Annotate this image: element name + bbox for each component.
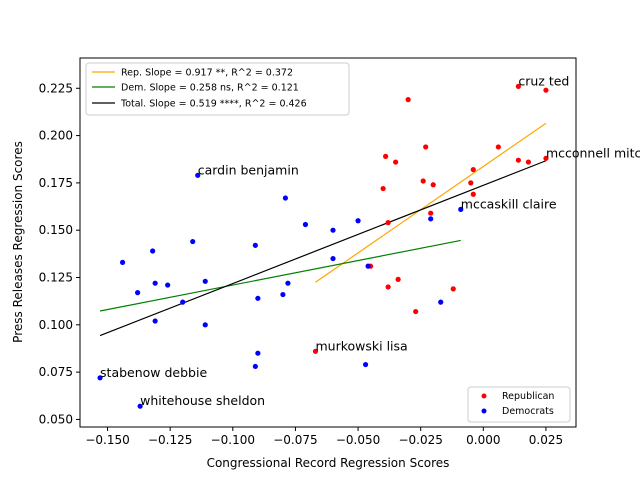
republican-point (423, 144, 429, 150)
democrat-point (252, 363, 258, 370)
dem-fit-line (99, 239, 461, 312)
y-tick-label: 0.125 (39, 271, 73, 285)
democrat-point (365, 263, 371, 269)
democrat-point (97, 375, 103, 381)
y-tick-label: 0.100 (39, 318, 73, 332)
x-tick-label: −0.125 (148, 433, 192, 447)
republican-point (543, 155, 549, 161)
republican-point (468, 180, 474, 186)
points-legend: Republican Democrats (467, 386, 571, 423)
legend-democrats-label: Democrats (502, 406, 554, 417)
democrat-point (150, 248, 156, 254)
republican-point (515, 157, 521, 163)
y-tick-label: 0.175 (39, 176, 73, 190)
senator-annotation: mcconnell mitch (546, 145, 640, 160)
republican-point (405, 97, 411, 103)
democrat-point (165, 282, 171, 288)
democrat-point (285, 280, 291, 286)
democrat-point (252, 242, 258, 248)
democrat-point (195, 172, 201, 178)
x-tick-label: 0.025 (529, 433, 563, 447)
senator-annotation: cardin benjamin (198, 162, 299, 177)
republican-point (312, 348, 319, 354)
legend-dem-fit-label: Dem. Slope = 0.258 ns, R^2 = 0.121 (121, 83, 299, 94)
legend-rep-fit-label: Rep. Slope = 0.917 **, R^2 = 0.372 (121, 68, 293, 79)
democrat-point (438, 299, 444, 305)
republican-point (385, 284, 391, 290)
x-tick-label: −0.025 (398, 433, 442, 447)
republican-point (470, 167, 476, 173)
legend-republican-marker (481, 393, 487, 399)
democrat-point (330, 255, 336, 262)
democrat-point (282, 195, 289, 201)
republican-point (393, 159, 399, 165)
x-tick-label: −0.150 (85, 433, 129, 447)
democrat-point (202, 322, 208, 328)
republican-point (413, 308, 419, 315)
senator-annotation: murkowski lisa (315, 338, 407, 353)
rep-fit-line (315, 122, 547, 283)
democrat-point (135, 290, 141, 296)
legend-total-fit-label: Total. Slope = 0.519 ****, R^2 = 0.426 (120, 99, 307, 110)
republican-point (420, 178, 426, 184)
democrat-point (137, 403, 143, 409)
y-tick-label: 0.200 (39, 129, 73, 143)
y-tick-label: 0.150 (39, 223, 73, 237)
y-tick-label: 0.225 (39, 81, 73, 95)
republican-point (525, 159, 532, 165)
republican-point (385, 220, 391, 226)
democrat-point (152, 280, 158, 286)
senator-annotation: cruz ted (518, 73, 569, 88)
democrat-point (355, 218, 361, 224)
democrat-point (330, 227, 336, 233)
x-tick-label: −0.100 (211, 433, 255, 447)
republican-point (515, 83, 521, 89)
democrat-point (362, 361, 369, 368)
total-fit-line (99, 160, 547, 337)
democrat-point (202, 278, 208, 284)
fit-legend: Rep. Slope = 0.917 **, R^2 = 0.372 Dem. … (85, 62, 350, 116)
x-tick-label: −0.075 (273, 433, 317, 447)
x-tick-label: 0.000 (466, 433, 500, 447)
y-tick-label: 0.050 (39, 412, 73, 426)
democrat-point (280, 291, 286, 298)
senator-annotation: mccaskill claire (461, 196, 557, 211)
y-tick-label: 0.075 (39, 365, 73, 379)
republican-point (495, 144, 501, 150)
legend-democrats-marker (481, 408, 487, 414)
x-tick-label: −0.050 (336, 433, 380, 447)
republican-point (470, 191, 476, 197)
democrat-point (255, 295, 261, 301)
democrat-point (458, 206, 464, 212)
democrat-point (152, 318, 158, 324)
democrat-point (119, 259, 126, 265)
y-axis-label: Press Releases Regression Scores (11, 141, 25, 343)
republican-point (395, 276, 401, 282)
senator-annotation: whitehouse sheldon (140, 393, 265, 408)
senator-annotation: stabenow debbie (100, 365, 207, 380)
democrat-point (180, 299, 186, 305)
republican-point (450, 286, 456, 292)
legend-republican-label: Republican (502, 391, 554, 402)
x-axis-label: Congressional Record Regression Scores (207, 456, 450, 470)
democrat-point (302, 221, 309, 228)
republican-point (380, 185, 386, 192)
plot-area (80, 58, 576, 427)
democrat-point (255, 350, 261, 356)
republican-point (543, 87, 549, 93)
plot-frame (79, 57, 577, 428)
democrat-point (190, 238, 196, 245)
republican-point (430, 182, 436, 188)
republican-point (428, 210, 434, 216)
democrat-point (428, 216, 434, 222)
republican-point (383, 153, 389, 159)
